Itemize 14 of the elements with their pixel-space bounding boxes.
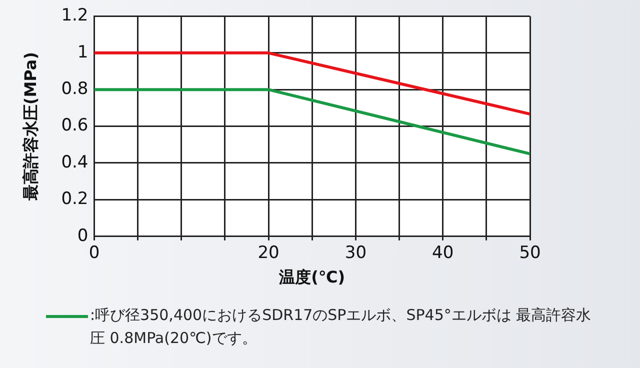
y-axis-title: 最高許容水圧(MPa) — [20, 52, 40, 202]
legend-label: :呼び径350,400におけるSDR17のSPエルボ、SP45°エルボは 最高許容水圧 0.8MPa(20℃)です。 — [90, 305, 592, 349]
y-tick-label: 1 — [77, 42, 88, 62]
x-tick-label: 40 — [432, 243, 454, 264]
x-tick-label: 50 — [519, 243, 541, 264]
y-tick-label: 0 — [77, 226, 88, 246]
y-tick-label: 0.2 — [61, 189, 88, 210]
x-axis-title: 温度(℃) — [278, 268, 346, 287]
y-tick-label: 0.8 — [61, 79, 88, 100]
y-tick-label: 1.2 — [61, 6, 88, 26]
y-tick-label: 0.4 — [61, 152, 88, 172]
x-tick-label: 20 — [258, 243, 280, 264]
x-tick-label: 30 — [344, 243, 367, 264]
y-tick-label: 0.6 — [61, 116, 88, 136]
